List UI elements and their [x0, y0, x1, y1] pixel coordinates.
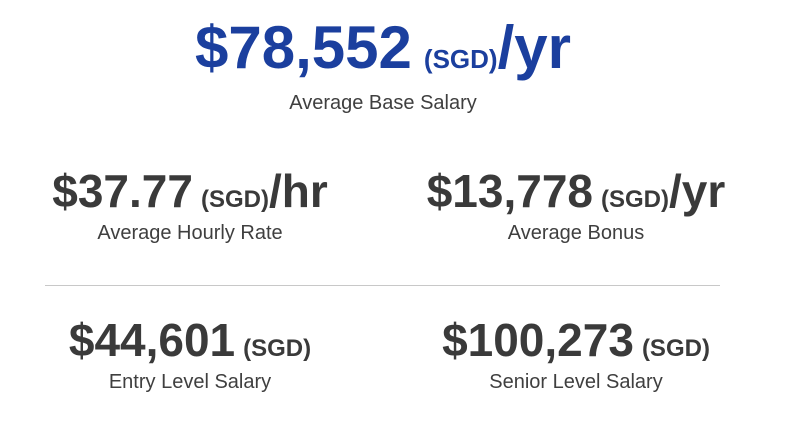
currency: (SGD) — [243, 335, 312, 362]
figure: $13,778 (SGD)/yr — [386, 168, 766, 214]
label: Entry Level Salary — [108, 371, 272, 393]
figure: $37.77 (SGD)/hr — [0, 168, 380, 214]
unit: /hr — [268, 165, 328, 217]
amount: $37.77 — [52, 165, 193, 217]
divider — [45, 285, 720, 286]
currency: (SGD) — [601, 186, 669, 213]
unit: /yr — [669, 165, 726, 217]
amount: $44,601 — [68, 314, 236, 366]
label: Average Hourly Rate — [97, 222, 283, 244]
primary-stat: $78,552 (SGD)/yr Average Base Salary — [0, 18, 766, 115]
figure: $100,273 (SGD) — [386, 317, 766, 363]
label: Average Bonus — [507, 222, 645, 244]
stat: $37.77 (SGD)/hr Average Hourly Rate — [0, 168, 380, 245]
currency: (SGD) — [641, 335, 710, 362]
stat: $13,778 (SGD)/yr Average Bonus — [386, 168, 766, 245]
currency: (SGD) — [200, 186, 269, 213]
stat: $44,601 (SGD) Entry Level Salary — [0, 317, 380, 394]
currency: (SGD) — [423, 44, 498, 74]
amount: $78,552 — [195, 14, 412, 81]
label: Senior Level Salary — [489, 371, 663, 393]
figure: $44,601 (SGD) — [0, 317, 380, 363]
primary-figure: $78,552 (SGD)/yr — [0, 18, 766, 78]
label: Average Base Salary — [289, 92, 477, 114]
stat: $100,273 (SGD) Senior Level Salary — [386, 317, 766, 394]
unit: /yr — [497, 14, 571, 81]
amount: $13,778 — [426, 165, 593, 217]
amount: $100,273 — [442, 314, 634, 366]
